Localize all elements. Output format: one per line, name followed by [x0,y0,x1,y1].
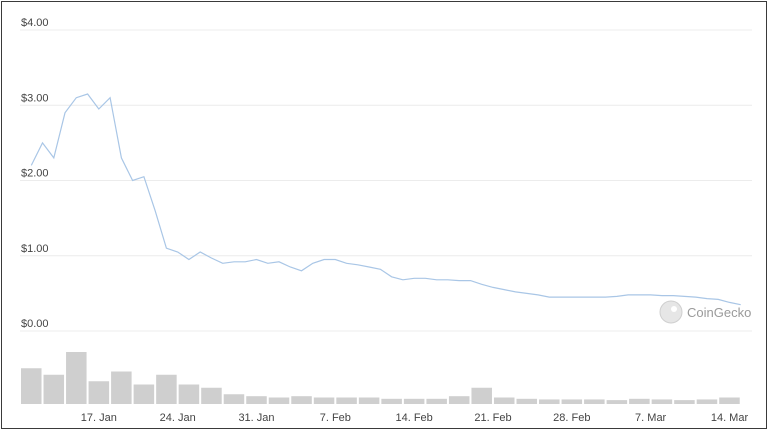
volume-bar [201,387,222,404]
volume-bar [223,394,245,404]
volume-bar [156,374,177,404]
volume-bar [426,398,447,404]
gridlines [20,29,752,332]
x-tick-label: 7. Feb [320,412,351,424]
volume-bar [313,397,335,404]
volume-bar [561,399,583,404]
volume-bar [21,368,42,404]
volume-bar [66,352,87,404]
y-tick-label: $3.00 [21,92,49,104]
volume-bar [493,397,515,404]
volume-bar [111,371,132,404]
volume-bar [471,387,492,404]
volume-bar [629,398,650,404]
volume-bar [448,396,470,404]
volume-bar [178,384,200,404]
volume-bar [246,396,267,404]
y-tick-label: $4.00 [21,17,49,29]
volume-bar [584,399,605,404]
x-tick-label: 7. Mar [635,412,667,424]
x-tick-label: 17. Jan [81,412,117,424]
volume-bar [43,374,65,404]
x-tick-label: 14. Feb [395,412,432,424]
volume-bar [403,398,425,404]
volume-bar [88,381,110,404]
gecko-eye [671,306,677,312]
x-tick-label: 28. Feb [553,412,590,424]
volume-bar [651,399,673,404]
y-tick-label: $0.00 [21,318,49,330]
volume-bar [674,400,695,404]
watermark-text: CoinGecko [687,305,751,320]
x-tick-label: 24. Jan [160,412,196,424]
x-tick-label: 21. Feb [474,412,511,424]
y-tick-label: $1.00 [21,243,49,255]
volume-bar [291,396,312,404]
volume-bar [719,397,740,404]
gecko-logo-icon [659,300,683,324]
x-tick-label: 14. Mar [711,412,749,424]
volume-bar [133,384,155,404]
volume-bar [358,397,380,404]
y-tick-label: $2.00 [21,168,49,180]
volume-bar [268,397,290,404]
coingecko-watermark: CoinGecko [659,300,751,324]
volume-bar [381,398,402,404]
volume-bar [539,399,560,404]
volume-bar [696,399,718,404]
volume-bar [606,400,628,404]
price-line [30,93,741,306]
x-axis-ticks: 17. Jan 24. Jan 31. Jan 7. Feb 14. Feb 21. Fe… [81,412,749,424]
y-axis-ticks: $0.00 $1.00 $2.00 $3.00 $4.00 [21,17,49,330]
volume-bar [336,397,357,404]
volume-bars [21,352,740,404]
volume-bar [516,398,538,404]
x-tick-label: 31. Jan [238,412,274,424]
